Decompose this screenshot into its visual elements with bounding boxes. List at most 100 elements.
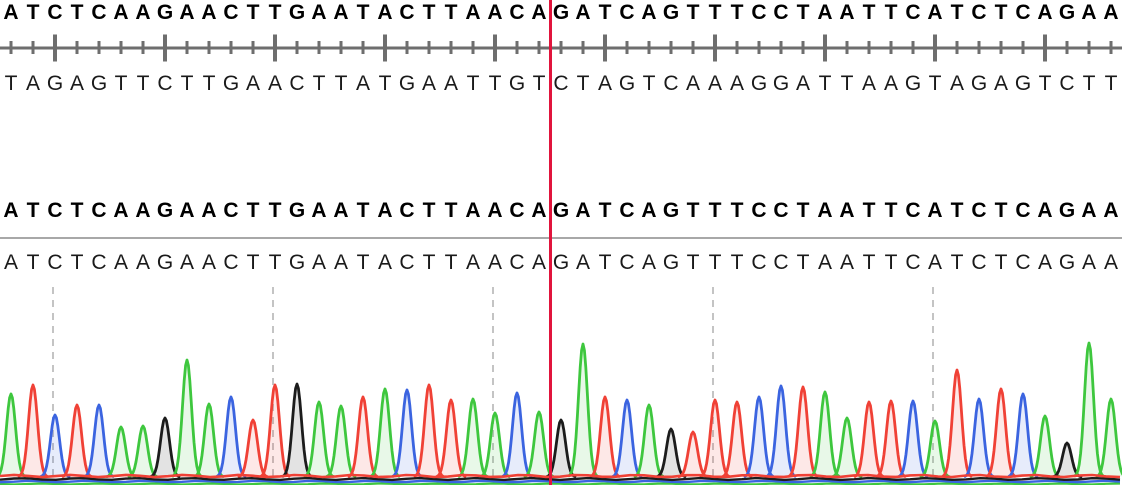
base[interactable]: G [156, 1, 174, 24]
base[interactable]: C [47, 251, 63, 274]
base[interactable]: A [641, 1, 657, 24]
base[interactable]: A [1081, 199, 1097, 222]
base[interactable]: G [288, 1, 306, 24]
base[interactable]: A [531, 1, 547, 24]
base[interactable]: C [619, 251, 635, 274]
base[interactable]: C [47, 1, 63, 24]
base[interactable]: T [422, 199, 436, 222]
base[interactable]: T [356, 1, 370, 24]
base[interactable]: A [333, 1, 349, 24]
base[interactable]: C [91, 251, 107, 274]
base[interactable]: T [356, 251, 370, 274]
base[interactable]: T [818, 72, 832, 95]
base[interactable]: C [399, 251, 415, 274]
base[interactable]: A [641, 199, 657, 222]
base[interactable]: T [950, 251, 964, 274]
base[interactable]: A [729, 72, 744, 95]
base[interactable]: A [1037, 199, 1053, 222]
base[interactable]: G [398, 72, 416, 95]
base[interactable]: T [202, 72, 216, 95]
base[interactable]: C [223, 199, 239, 222]
base[interactable]: C [509, 1, 525, 24]
base[interactable]: G [618, 72, 636, 95]
base[interactable]: T [532, 72, 546, 95]
base[interactable]: A [927, 251, 942, 274]
base[interactable]: T [444, 1, 458, 24]
base[interactable]: T [950, 1, 964, 24]
base[interactable]: A [179, 1, 195, 24]
base[interactable]: G [772, 72, 790, 95]
base[interactable]: G [904, 72, 922, 95]
base[interactable]: A [1081, 1, 1097, 24]
base[interactable]: A [817, 199, 833, 222]
base[interactable]: G [508, 72, 526, 95]
base[interactable]: T [246, 1, 260, 24]
base[interactable]: A [795, 72, 810, 95]
base[interactable]: A [377, 251, 392, 274]
base[interactable]: A [267, 72, 282, 95]
base[interactable]: T [686, 251, 700, 274]
base[interactable]: C [1015, 251, 1031, 274]
base[interactable]: T [488, 72, 502, 95]
base[interactable]: T [862, 199, 876, 222]
base[interactable]: A [487, 199, 503, 222]
base[interactable]: T [642, 72, 656, 95]
base[interactable]: A [377, 1, 393, 24]
base[interactable]: G [662, 1, 680, 24]
base[interactable]: A [465, 1, 481, 24]
base[interactable]: A [113, 251, 128, 274]
base[interactable]: C [157, 72, 173, 95]
base[interactable]: A [1037, 1, 1053, 24]
base[interactable]: A [839, 199, 855, 222]
base[interactable]: A [883, 72, 898, 95]
base[interactable]: A [817, 1, 833, 24]
base[interactable]: C [223, 1, 239, 24]
base[interactable]: A [135, 251, 150, 274]
base[interactable]: T [1082, 72, 1096, 95]
base[interactable]: A [685, 72, 700, 95]
base[interactable]: A [377, 199, 393, 222]
base[interactable]: C [773, 251, 789, 274]
base[interactable]: A [311, 251, 326, 274]
base[interactable]: A [443, 72, 458, 95]
base[interactable]: T [686, 1, 700, 24]
base[interactable]: T [70, 251, 84, 274]
cursor-line[interactable] [549, 0, 552, 485]
base[interactable]: T [708, 251, 722, 274]
base[interactable]: G [90, 72, 108, 95]
base[interactable]: T [598, 251, 612, 274]
base[interactable]: G [552, 199, 570, 222]
base[interactable]: C [751, 251, 767, 274]
base[interactable]: G [662, 251, 680, 274]
base[interactable]: T [796, 251, 810, 274]
base[interactable]: G [970, 72, 988, 95]
base[interactable]: T [70, 199, 84, 222]
base[interactable]: A [201, 1, 217, 24]
base[interactable]: G [156, 199, 174, 222]
base[interactable]: A [3, 251, 18, 274]
base[interactable]: T [70, 1, 84, 24]
base[interactable]: T [1038, 72, 1052, 95]
base[interactable]: C [905, 1, 921, 24]
base[interactable]: A [487, 1, 503, 24]
base[interactable]: C [223, 251, 239, 274]
base[interactable]: T [730, 1, 744, 24]
base[interactable]: A [333, 251, 348, 274]
base[interactable]: G [156, 251, 174, 274]
base[interactable]: A [531, 199, 547, 222]
base[interactable]: T [884, 199, 898, 222]
base[interactable]: C [1015, 1, 1031, 24]
base[interactable]: C [619, 1, 635, 24]
base[interactable]: T [1104, 72, 1118, 95]
base[interactable]: A [245, 72, 260, 95]
base[interactable]: A [1103, 1, 1119, 24]
base[interactable]: T [686, 199, 700, 222]
base[interactable]: T [862, 251, 876, 274]
base[interactable]: C [905, 199, 921, 222]
base[interactable]: C [553, 72, 569, 95]
base[interactable]: T [950, 199, 964, 222]
base[interactable]: C [773, 1, 789, 24]
base[interactable]: C [399, 1, 415, 24]
base[interactable]: A [201, 199, 217, 222]
